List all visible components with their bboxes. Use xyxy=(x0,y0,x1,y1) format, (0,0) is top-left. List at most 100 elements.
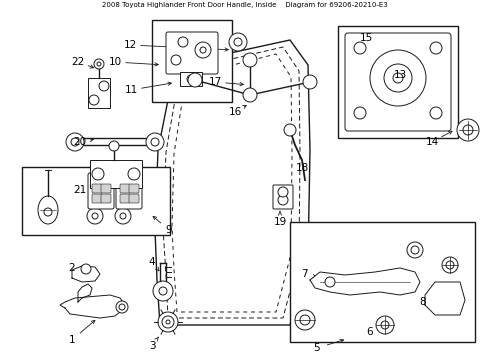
Circle shape xyxy=(92,168,104,180)
Text: 22: 22 xyxy=(71,57,84,67)
Circle shape xyxy=(228,33,246,51)
Bar xyxy=(22,167,170,235)
Text: 3: 3 xyxy=(148,341,155,351)
Circle shape xyxy=(383,64,411,92)
Circle shape xyxy=(171,55,181,65)
Circle shape xyxy=(153,281,173,301)
Circle shape xyxy=(162,316,174,328)
Text: 20: 20 xyxy=(73,137,86,147)
Circle shape xyxy=(456,119,478,141)
Circle shape xyxy=(158,312,178,332)
Circle shape xyxy=(462,125,472,135)
Bar xyxy=(289,222,474,342)
Circle shape xyxy=(109,141,119,151)
Circle shape xyxy=(375,316,393,334)
Ellipse shape xyxy=(38,196,58,224)
Text: 21: 21 xyxy=(73,185,86,195)
Circle shape xyxy=(200,47,205,53)
Bar xyxy=(152,20,231,102)
Text: 19: 19 xyxy=(273,217,286,227)
Text: 16: 16 xyxy=(228,107,241,117)
Circle shape xyxy=(441,257,457,273)
Circle shape xyxy=(66,133,84,151)
Circle shape xyxy=(116,301,128,313)
FancyBboxPatch shape xyxy=(120,194,130,203)
Circle shape xyxy=(187,73,202,87)
Circle shape xyxy=(92,213,98,219)
Circle shape xyxy=(445,261,453,269)
Circle shape xyxy=(128,168,140,180)
Circle shape xyxy=(353,107,365,119)
Circle shape xyxy=(165,320,170,324)
Text: 11: 11 xyxy=(124,85,137,95)
Text: 7: 7 xyxy=(300,269,306,279)
Text: 13: 13 xyxy=(392,70,406,80)
Circle shape xyxy=(151,138,159,146)
Polygon shape xyxy=(78,284,92,302)
FancyBboxPatch shape xyxy=(92,184,102,193)
Polygon shape xyxy=(60,295,125,318)
Circle shape xyxy=(410,246,418,254)
Circle shape xyxy=(44,208,52,216)
Bar xyxy=(337,26,457,138)
Circle shape xyxy=(87,208,103,224)
Circle shape xyxy=(278,195,287,205)
FancyBboxPatch shape xyxy=(272,185,292,209)
Text: 1: 1 xyxy=(68,335,75,345)
FancyBboxPatch shape xyxy=(120,184,130,193)
Circle shape xyxy=(299,315,309,325)
Circle shape xyxy=(71,138,79,146)
Circle shape xyxy=(234,38,242,46)
Circle shape xyxy=(159,287,167,295)
FancyBboxPatch shape xyxy=(116,173,142,209)
Circle shape xyxy=(97,62,101,66)
Circle shape xyxy=(406,242,422,258)
FancyBboxPatch shape xyxy=(101,194,111,203)
Text: 4: 4 xyxy=(148,257,155,267)
Circle shape xyxy=(178,37,187,47)
FancyBboxPatch shape xyxy=(129,184,139,193)
Polygon shape xyxy=(309,268,419,295)
Circle shape xyxy=(429,42,441,54)
Bar xyxy=(90,160,142,188)
Circle shape xyxy=(94,59,104,69)
FancyBboxPatch shape xyxy=(101,184,111,193)
Text: 18: 18 xyxy=(295,163,308,173)
Text: 12: 12 xyxy=(123,40,136,50)
Circle shape xyxy=(119,304,125,310)
FancyBboxPatch shape xyxy=(165,32,218,74)
Circle shape xyxy=(303,75,316,89)
FancyBboxPatch shape xyxy=(92,194,102,203)
Circle shape xyxy=(99,81,109,91)
Circle shape xyxy=(429,107,441,119)
Text: 15: 15 xyxy=(359,33,372,43)
FancyBboxPatch shape xyxy=(129,194,139,203)
Circle shape xyxy=(81,264,91,274)
Text: 9: 9 xyxy=(165,225,172,235)
Circle shape xyxy=(115,208,131,224)
Bar xyxy=(180,72,202,86)
Text: 17: 17 xyxy=(208,77,221,87)
Circle shape xyxy=(243,53,257,67)
Circle shape xyxy=(186,75,195,83)
Circle shape xyxy=(325,277,334,287)
Circle shape xyxy=(89,95,99,105)
Text: 5: 5 xyxy=(313,343,320,353)
Circle shape xyxy=(294,310,314,330)
Circle shape xyxy=(369,50,425,106)
Text: 2: 2 xyxy=(68,263,75,273)
Circle shape xyxy=(195,42,210,58)
Text: 10: 10 xyxy=(108,57,122,67)
Text: 6: 6 xyxy=(366,327,372,337)
Text: 2008 Toyota Highlander Front Door Handle, Inside    Diagram for 69206-20210-E3: 2008 Toyota Highlander Front Door Handle… xyxy=(102,2,386,8)
Circle shape xyxy=(146,133,163,151)
Circle shape xyxy=(392,73,402,83)
Text: 8: 8 xyxy=(419,297,426,307)
Polygon shape xyxy=(424,282,464,315)
Circle shape xyxy=(120,213,126,219)
FancyBboxPatch shape xyxy=(88,173,114,209)
Bar xyxy=(88,78,110,108)
Circle shape xyxy=(284,124,295,136)
Circle shape xyxy=(353,42,365,54)
FancyBboxPatch shape xyxy=(345,33,450,131)
